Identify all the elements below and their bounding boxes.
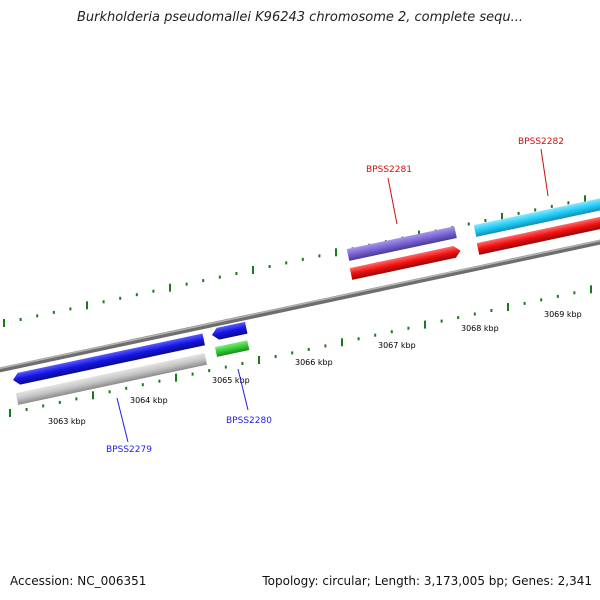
scale-label-3069: 3069 kbp	[544, 310, 582, 319]
gene-feature-cyan[interactable]	[473, 195, 600, 237]
genome-backbone	[0, 239, 600, 373]
gene-label-bpss2280[interactable]: BPSS2280	[226, 416, 272, 426]
genome-backbone-highlight	[0, 239, 600, 370]
scale-label-3068: 3068 kbp	[461, 324, 499, 333]
gene-callout-line-bpss2281	[387, 177, 398, 225]
scale-label-3067: 3067 kbp	[378, 341, 416, 350]
gene-feature-purple[interactable]	[346, 226, 457, 261]
gene-feature-red-right[interactable]	[476, 213, 600, 255]
gene-feature-blue-long[interactable]	[12, 333, 205, 386]
tick-marks	[3, 195, 592, 417]
scale-label-3065: 3065 kbp	[212, 376, 250, 385]
gene-label-bpss2279[interactable]: BPSS2279	[106, 445, 152, 455]
accession-label: Accession: NC_006351	[10, 574, 147, 588]
scale-label-3063: 3063 kbp	[48, 417, 86, 426]
genome-summary: Topology: circular; Length: 3,173,005 bp…	[262, 574, 592, 588]
gene-feature-blue-short[interactable]	[211, 321, 248, 341]
gene-feature-grey[interactable]	[15, 352, 208, 405]
scale-label-3064: 3064 kbp	[130, 396, 168, 405]
gene-callout-line-bpss2280	[237, 368, 249, 411]
gene-label-bpss2281[interactable]: BPSS2281	[366, 165, 412, 175]
gene-feature-red-upper[interactable]	[349, 245, 462, 280]
map-title: Burkholderia pseudomallei K96243 chromos…	[76, 10, 524, 25]
gene-label-bpss2282[interactable]: BPSS2282	[518, 137, 564, 147]
gene-callout-line-bpss2279	[116, 397, 129, 443]
gene-feature-green[interactable]	[214, 340, 250, 357]
scale-label-3066: 3066 kbp	[295, 358, 333, 367]
gene-callout-line-bpss2282	[540, 148, 549, 197]
